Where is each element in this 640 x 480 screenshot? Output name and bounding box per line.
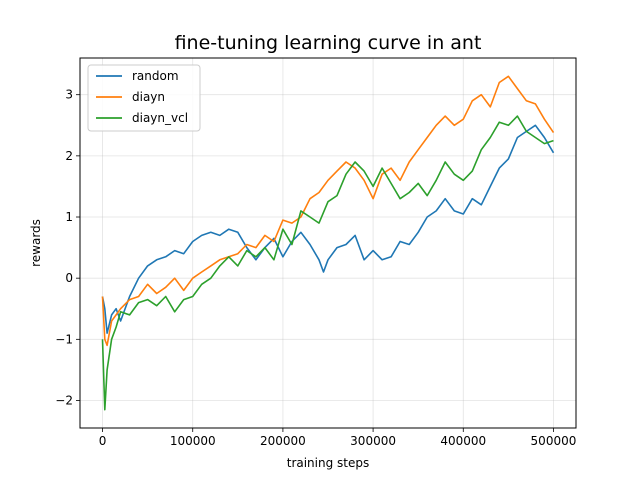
series-line-random [101,124,555,335]
x-tick-label: 300000 [350,434,396,448]
y-tick-label: 1 [65,210,73,224]
y-tick-label: 3 [65,88,73,102]
legend-box [87,64,201,132]
axis-ticks: 0 100000 200000 300000 400000 500000 −2 −1 0 1 2 3 [55,88,576,448]
y-axis-label: rewards [29,219,43,267]
x-tick-label: 500000 [531,434,577,448]
x-tick-label: 100000 [170,434,216,448]
series-lines [101,75,555,411]
x-tick-label: 0 [99,434,107,448]
y-tick-label: −1 [55,332,73,346]
series-line-diayn [101,75,555,347]
x-tick-label: 200000 [260,434,306,448]
y-tick-label: −2 [55,393,73,407]
x-tick-label: 400000 [440,434,486,448]
y-tick-label: 2 [65,149,73,163]
series-line-diayn-vcl [101,115,554,411]
legend: random diayn diayn_vcl [87,64,201,132]
legend-label: diayn_vcl [132,111,188,125]
legend-label: random [132,69,179,83]
y-tick-label: 0 [65,271,73,285]
x-axis-label: training steps [287,456,370,470]
legend-label: diayn [132,90,165,104]
chart-title: fine-tuning learning curve in ant [175,32,482,54]
plot-frame [79,57,577,429]
